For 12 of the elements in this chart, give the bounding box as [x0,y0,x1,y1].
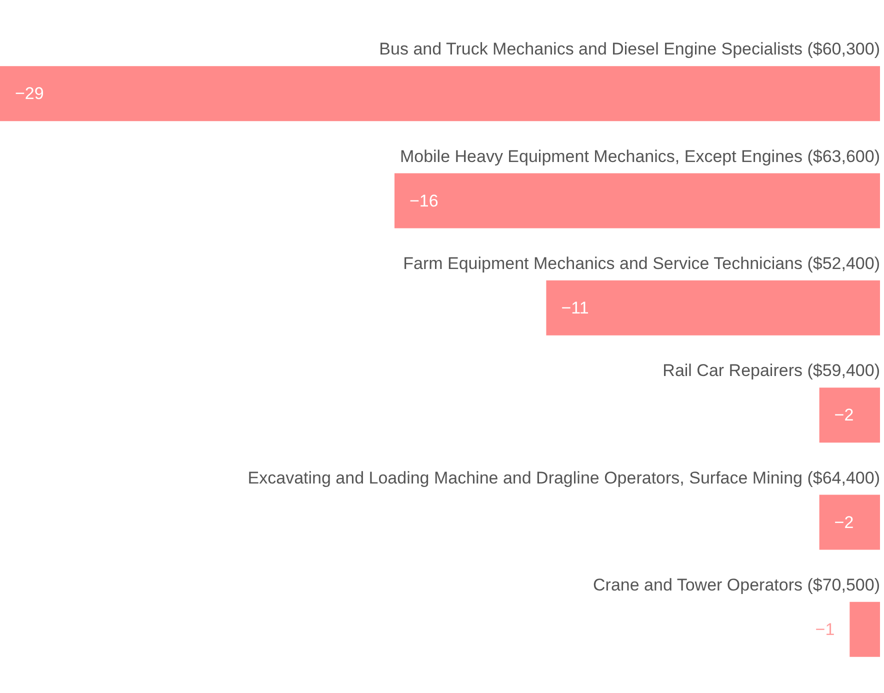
data-label: −16 [409,191,438,210]
data-label: −29 [15,84,44,104]
y-tick-label: Mobile Heavy Equipment Mechanics, Except Engines ($63,600) [400,146,880,166]
y-tick-label: Farm Equipment Mechanics and Service Technicians ($52,400) [403,254,880,273]
data-label: −11 [561,298,589,318]
y-tick-label: Crane and Tower Operators ($70,500) [593,575,880,594]
y-tick-label: Rail Car Repairers ($59,400) [662,361,880,380]
data-label: −1 [815,620,835,639]
data-label: −2 [834,406,854,425]
data-label: −2 [834,512,854,532]
y-tick-label: Excavating and Loading Machine and Dragline Operators, Surface Mining ($64,400) [248,468,880,488]
y-tick-label: Bus and Truck Mechanics and Diesel Engine Specialists ($60,300) [379,40,880,59]
